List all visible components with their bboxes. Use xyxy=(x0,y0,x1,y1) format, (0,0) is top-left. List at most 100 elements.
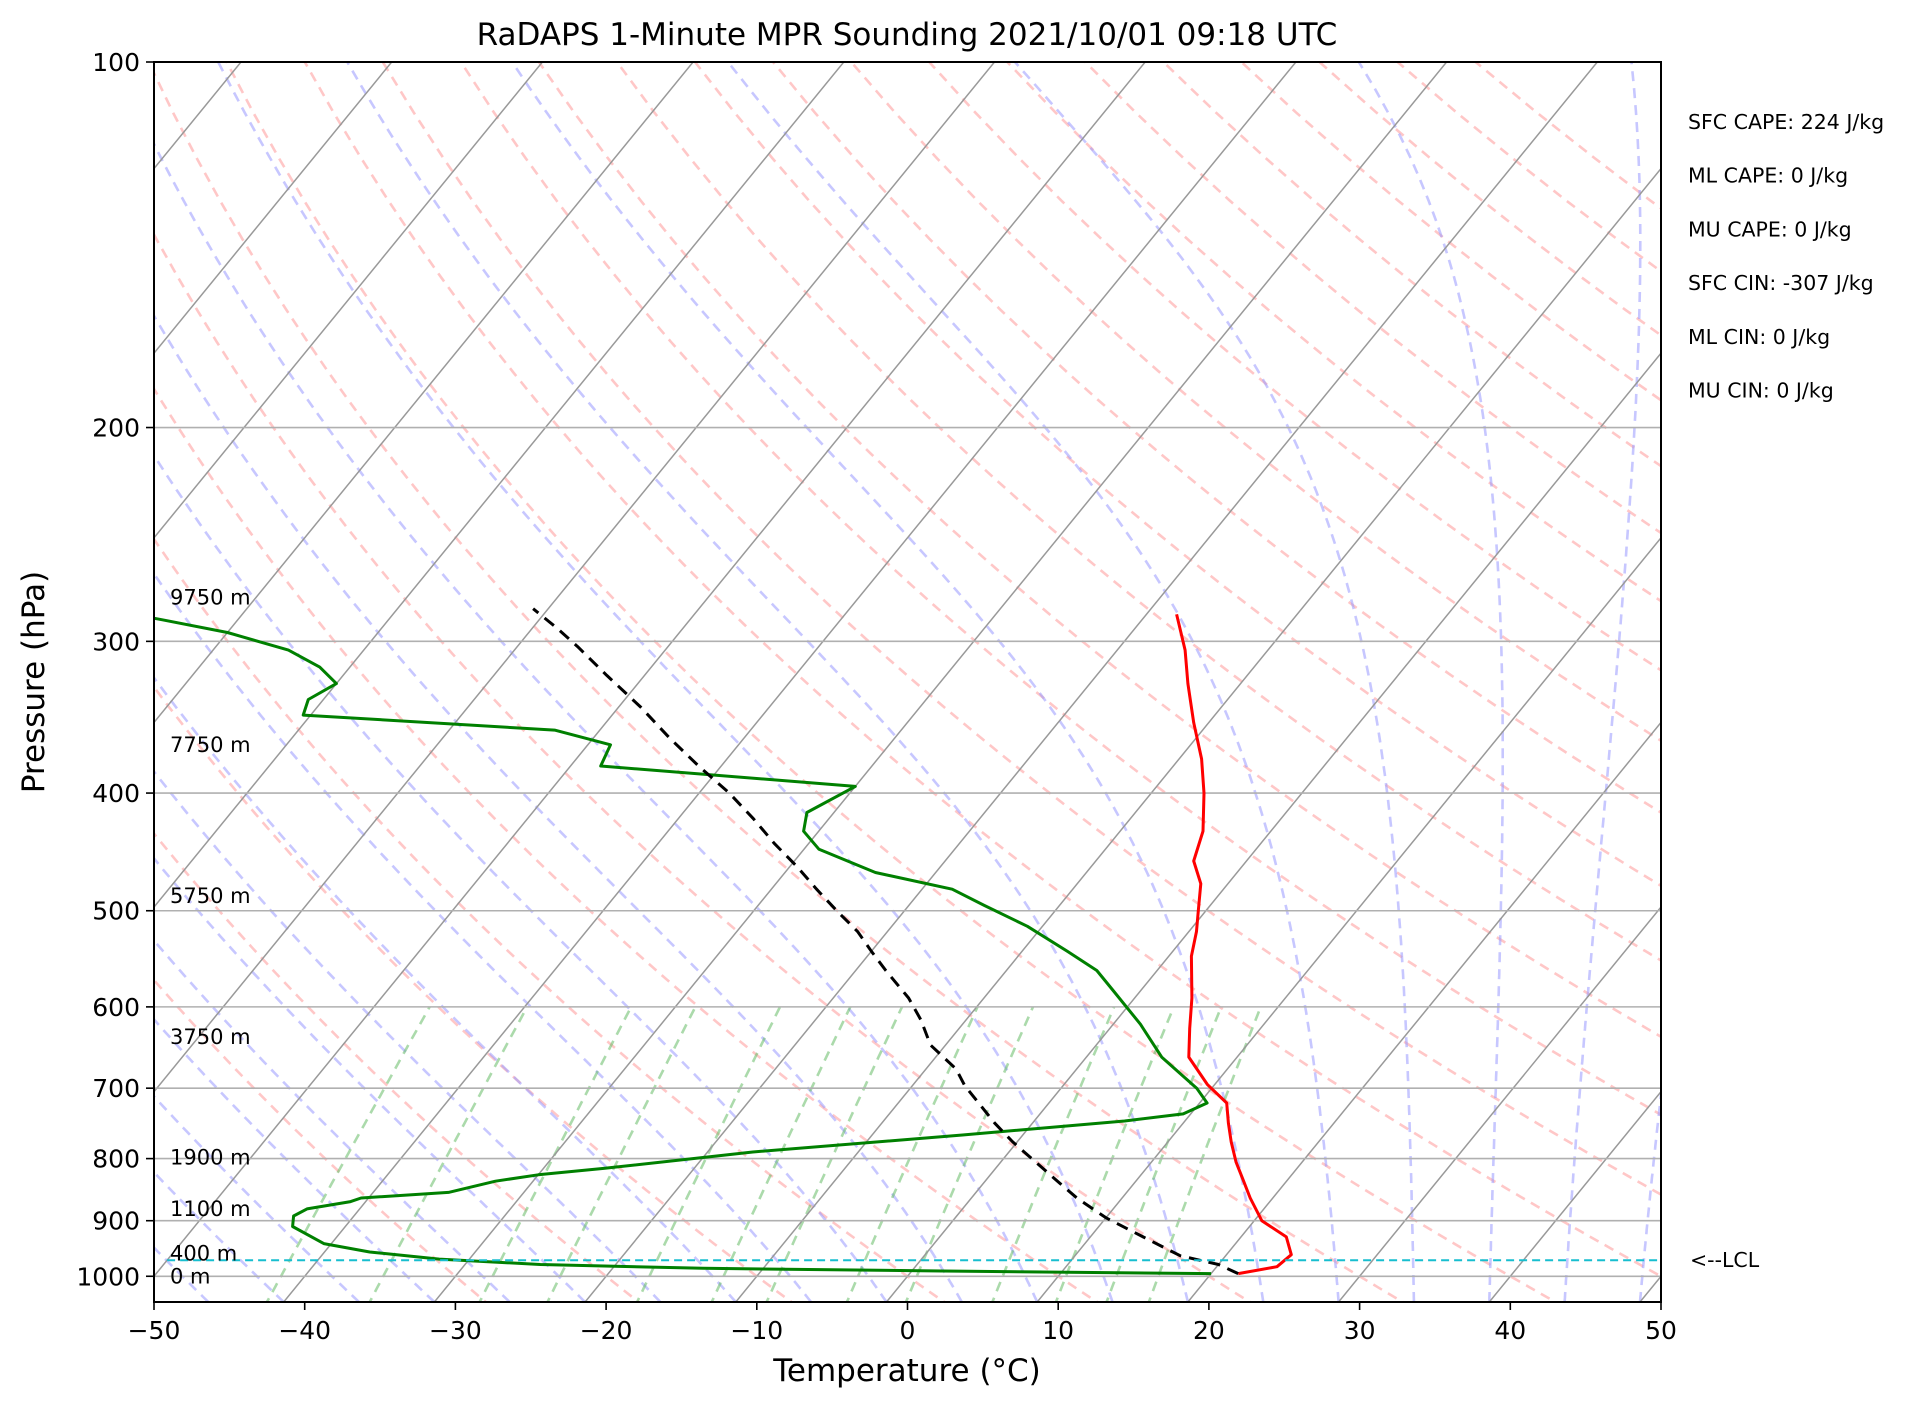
mixing-ratio-line xyxy=(368,1006,529,1302)
lcl-label: <--LCL xyxy=(1690,1248,1760,1272)
x-tick-label: 30 xyxy=(1344,1316,1376,1345)
moist-adiabat xyxy=(154,141,1039,1302)
y-tick-label: 1000 xyxy=(76,1262,140,1291)
stats-annotation: ML CIN: 0 J/kg xyxy=(1688,325,1830,349)
dry-adiabat xyxy=(225,62,1559,1302)
moist-adiabat xyxy=(154,675,737,1302)
isotherm xyxy=(885,352,1661,1302)
mixing-ratio-line xyxy=(265,1006,431,1302)
stability-annotations: SFC CAPE: 224 J/kg ML CAPE: 0 J/kg MU CAPE… xyxy=(1688,110,1884,403)
mixing-ratio-line xyxy=(710,1006,852,1302)
y-tick-label: 600 xyxy=(92,993,140,1022)
mixing-ratio-line xyxy=(845,1006,979,1302)
moist-adiabat xyxy=(154,856,587,1302)
moist-adiabat xyxy=(1638,1083,1661,1302)
stats-annotation: MU CAPE: 0 J/kg xyxy=(1688,217,1852,241)
mixing-ratio-line xyxy=(1054,1006,1175,1302)
isotherm xyxy=(154,62,1147,1278)
height-label: 1900 m xyxy=(170,1145,251,1169)
height-label: 9750 m xyxy=(170,585,251,609)
parcel-line xyxy=(532,607,1239,1275)
moist-adiabat xyxy=(154,938,511,1302)
isotherm xyxy=(154,62,996,1093)
moist-adiabat xyxy=(1357,62,1504,1302)
height-label: 400 m xyxy=(170,1242,237,1266)
dry-adiabat xyxy=(1396,62,1661,274)
x-tick-label: −40 xyxy=(278,1316,331,1345)
isotherm xyxy=(1337,905,1661,1302)
x-axis-ticks: −50 −40 −30 −20 −10 0 10 20 30 40 50 xyxy=(128,1302,1677,1345)
moist-adiabat xyxy=(154,1094,360,1302)
x-tick-label: 20 xyxy=(1193,1316,1225,1345)
y-axis-label: Pressure (hPa) xyxy=(16,571,52,793)
dry-adiabat xyxy=(303,62,1661,1278)
x-tick-label: −30 xyxy=(429,1316,482,1345)
stats-annotation: ML CAPE: 0 J/kg xyxy=(1688,164,1848,188)
mixing-ratio-line xyxy=(1105,1006,1223,1302)
x-tick-label: 40 xyxy=(1494,1316,1526,1345)
height-labels: 9750 m 7750 m 5750 m 3750 m 1900 m 1100 m 400 … xyxy=(170,585,251,1288)
x-tick-label: −50 xyxy=(128,1316,181,1345)
dry-adiabat xyxy=(928,62,1661,672)
moist-adiabat xyxy=(154,769,662,1302)
dry-adiabat xyxy=(615,62,1661,962)
mixing-ratio-line xyxy=(1147,1006,1262,1302)
dry-adiabat xyxy=(154,978,488,1302)
isotherm xyxy=(154,62,544,540)
mixing-ratio-line xyxy=(478,1006,633,1302)
isotherm xyxy=(282,62,1297,1302)
chart-title: RaDAPS 1-Minute MPR Sounding 2021/10/01 … xyxy=(477,17,1338,53)
y-tick-label: 200 xyxy=(92,414,140,443)
height-label: 7750 m xyxy=(170,733,251,757)
dry-adiabat xyxy=(772,62,1661,815)
height-label: 3750 m xyxy=(170,1025,251,1049)
moist-adiabat xyxy=(346,62,1190,1302)
isotherm xyxy=(584,62,1599,1302)
dry-adiabat xyxy=(154,684,794,1302)
x-tick-label: −20 xyxy=(580,1316,633,1345)
moist-adiabat xyxy=(1014,62,1416,1302)
x-tick-label: −10 xyxy=(730,1316,783,1345)
background-reference-lines xyxy=(154,62,1661,1302)
mixing-ratio-line xyxy=(765,1006,904,1302)
isotherm xyxy=(154,62,695,724)
x-tick-label: 10 xyxy=(1042,1316,1074,1345)
y-axis-ticks: 100 200 300 400 500 600 700 800 900 1000 xyxy=(76,48,154,1291)
dry-adiabat xyxy=(1084,62,1661,535)
isotherm xyxy=(154,62,845,909)
mixing-ratio-line xyxy=(546,1006,697,1302)
sounding-profiles xyxy=(154,607,1661,1276)
isotherm xyxy=(433,62,1448,1302)
moist-adiabat xyxy=(154,313,963,1302)
moist-adiabat xyxy=(154,453,888,1302)
dry-adiabat xyxy=(459,62,1661,1117)
plot-frame xyxy=(153,61,1662,1303)
isotherm xyxy=(1488,1090,1661,1302)
moist-adiabat xyxy=(154,1017,436,1302)
y-tick-label: 700 xyxy=(92,1074,140,1103)
stats-annotation: MU CIN: 0 J/kg xyxy=(1688,379,1834,403)
moist-adiabat xyxy=(154,571,813,1302)
dry-adiabat xyxy=(154,536,947,1302)
dry-adiabat xyxy=(154,70,1406,1302)
height-label: 0 m xyxy=(170,1264,211,1288)
dry-adiabat xyxy=(537,62,1661,1039)
moist-adiabat xyxy=(1563,62,1642,1302)
dewpoint-line xyxy=(154,616,1212,1276)
moist-adiabat xyxy=(154,1170,285,1302)
y-tick-label: 300 xyxy=(92,627,140,656)
isotherm xyxy=(1036,536,1661,1302)
x-axis-label: Temperature (°C) xyxy=(772,1353,1041,1389)
moist-adiabat xyxy=(217,62,1114,1302)
y-tick-label: 800 xyxy=(92,1145,140,1174)
moist-adiabat xyxy=(726,62,1340,1302)
x-tick-label: 0 xyxy=(900,1316,916,1345)
isotherm xyxy=(154,62,393,355)
dry-adiabat xyxy=(850,62,1661,743)
pressure-gridlines xyxy=(154,62,1661,1278)
dry-adiabat xyxy=(1162,62,1661,468)
mixing-ratio-line xyxy=(990,1006,1116,1302)
y-tick-label: 500 xyxy=(92,897,140,926)
dry-adiabat xyxy=(1006,62,1661,603)
